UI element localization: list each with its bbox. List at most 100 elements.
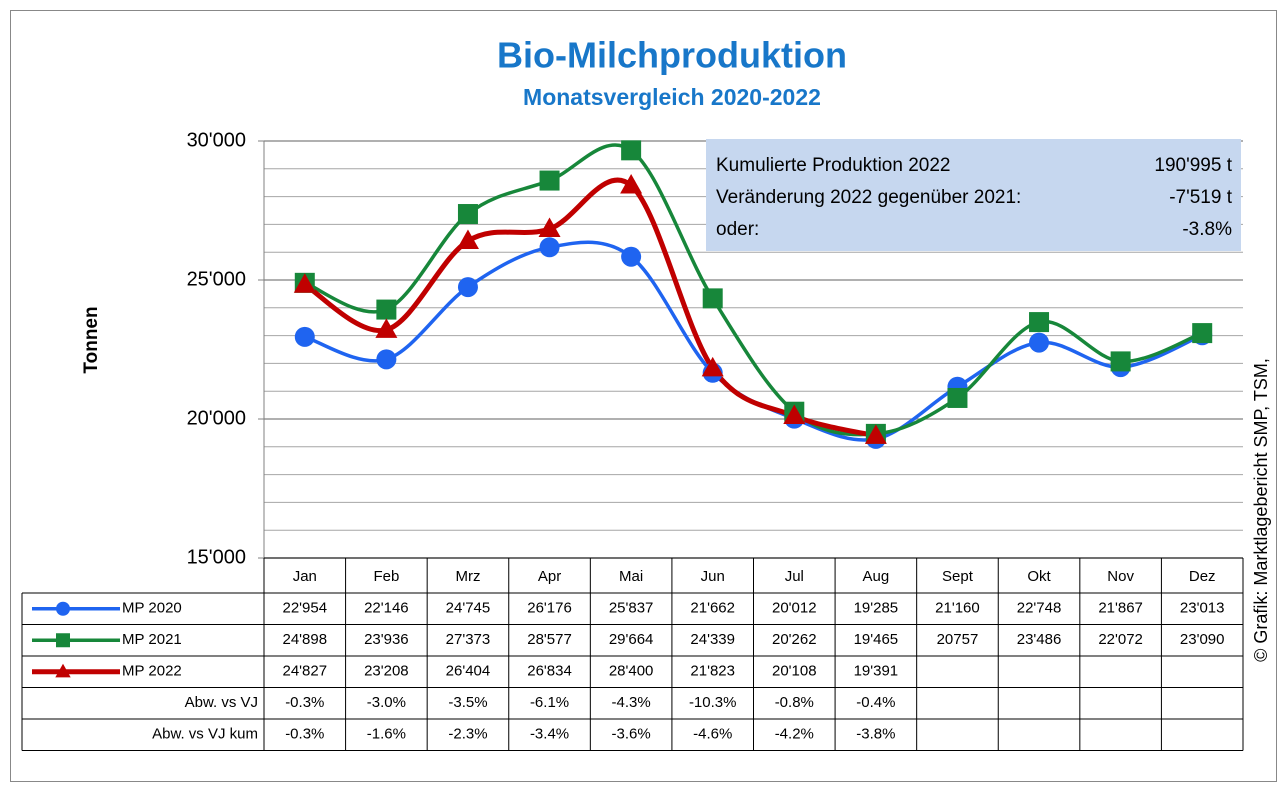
- marker: [56, 633, 70, 648]
- table-value: 24'827: [283, 663, 328, 680]
- table-value: 27'373: [446, 631, 491, 648]
- marker: [621, 140, 642, 161]
- table-value: -4.3%: [612, 694, 651, 711]
- marker: [620, 173, 643, 194]
- marker: [457, 277, 478, 298]
- x-tick-label: Jan: [293, 568, 317, 585]
- x-tick-label: Feb: [373, 568, 399, 585]
- marker: [375, 318, 398, 338]
- legend-label: MP 2022: [122, 663, 182, 680]
- table-value: 24'745: [446, 600, 491, 617]
- info-label: Kumulierte Produktion 2022: [716, 155, 950, 176]
- table-value: -0.4%: [856, 694, 895, 711]
- marker: [376, 349, 397, 370]
- marker: [293, 273, 316, 293]
- marker: [539, 170, 560, 191]
- chart-title: Bio-Milchproduktion: [497, 35, 847, 76]
- table-value: 22'072: [1098, 631, 1143, 648]
- y-tick-label: 25'000: [187, 268, 246, 290]
- marker: [621, 246, 642, 267]
- table-value: 23'013: [1180, 600, 1225, 617]
- table-value: 20'108: [772, 663, 817, 680]
- table-value: 23'936: [364, 631, 409, 648]
- x-tick-label: Jul: [785, 568, 804, 585]
- marker: [783, 404, 806, 424]
- marker: [701, 356, 724, 377]
- table-value: 28'577: [527, 631, 572, 648]
- table-value: -3.6%: [612, 726, 651, 743]
- table-value: -3.4%: [530, 726, 569, 743]
- table-value: 21'662: [690, 600, 735, 617]
- row-label: Abw. vs VJ kum: [152, 726, 258, 743]
- marker: [864, 424, 887, 444]
- marker: [947, 387, 968, 408]
- table-value: -3.0%: [367, 694, 406, 711]
- row-label: Abw. vs VJ: [185, 694, 258, 711]
- x-tick-label: Apr: [538, 568, 561, 585]
- info-value: 190'995 t: [1154, 155, 1232, 176]
- info-label: Veränderung 2022 gegenüber 2021:: [716, 187, 1021, 208]
- series-line: [303, 177, 877, 439]
- marker: [376, 299, 397, 320]
- y-tick-label: 30'000: [187, 129, 246, 151]
- table-value: 26'834: [527, 663, 572, 680]
- x-tick-label: Mai: [619, 568, 643, 585]
- table-value: 19'285: [854, 600, 899, 617]
- marker: [539, 237, 560, 258]
- table-value: 22'954: [283, 600, 328, 617]
- marker: [1029, 332, 1050, 353]
- marker: [1110, 351, 1131, 372]
- y-tick-label: 15'000: [187, 546, 246, 568]
- y-axis-label: Tonnen: [81, 306, 102, 373]
- x-tick-label: Jun: [701, 568, 725, 585]
- marker: [56, 601, 70, 616]
- table-value: -4.6%: [693, 726, 732, 743]
- legend-label: MP 2020: [122, 600, 182, 617]
- table-value: 20'262: [772, 631, 817, 648]
- table-value: 23'090: [1180, 631, 1225, 648]
- table-value: 25'837: [609, 600, 654, 617]
- table-value: 22'146: [364, 600, 409, 617]
- marker: [702, 288, 723, 309]
- x-tick-label: Okt: [1027, 568, 1051, 585]
- y-tick-label: 20'000: [187, 407, 246, 429]
- marker: [294, 326, 315, 347]
- marker: [55, 663, 71, 678]
- table-value: 19'465: [854, 631, 899, 648]
- info-box: [706, 139, 1241, 251]
- table-value: -0.3%: [285, 694, 324, 711]
- table-value: -3.5%: [448, 694, 487, 711]
- marker: [538, 217, 561, 238]
- chart-subtitle: Monatsvergleich 2020-2022: [523, 84, 821, 110]
- table-value: -1.6%: [367, 726, 406, 743]
- legend-label: MP 2021: [122, 631, 182, 648]
- x-tick-label: Nov: [1107, 568, 1134, 585]
- table-value: 21'823: [690, 663, 735, 680]
- table-value: 23'486: [1017, 631, 1062, 648]
- x-tick-label: Aug: [863, 568, 890, 585]
- marker: [1029, 312, 1050, 333]
- table-value: 19'391: [854, 663, 899, 680]
- table-value: -2.3%: [448, 726, 487, 743]
- table-value: 24'339: [690, 631, 735, 648]
- table-value: 26'404: [446, 663, 491, 680]
- source-note: © Grafik: Marktlagebericht SMP, TSM,: [1251, 358, 1271, 662]
- table-value: 20757: [937, 631, 979, 648]
- table-value: 24'898: [283, 631, 328, 648]
- table-value: -0.8%: [775, 694, 814, 711]
- table-value: 28'400: [609, 663, 654, 680]
- table-value: 22'748: [1017, 600, 1062, 617]
- table-value: 29'664: [609, 631, 654, 648]
- table-value: -3.8%: [856, 726, 895, 743]
- info-value: -7'519 t: [1169, 187, 1233, 208]
- x-tick-label: Mrz: [455, 568, 480, 585]
- table-value: -0.3%: [285, 726, 324, 743]
- table-value: -4.2%: [775, 726, 814, 743]
- marker: [456, 229, 479, 249]
- marker: [457, 204, 478, 225]
- table-value: -10.3%: [689, 694, 737, 711]
- table-value: 21'160: [935, 600, 980, 617]
- marker: [1192, 323, 1213, 344]
- info-label: oder:: [716, 219, 759, 240]
